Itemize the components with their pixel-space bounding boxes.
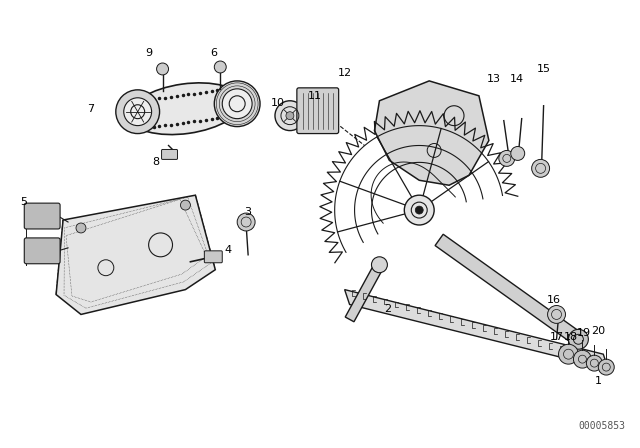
- FancyBboxPatch shape: [161, 150, 177, 159]
- Circle shape: [568, 329, 588, 349]
- Circle shape: [511, 146, 525, 160]
- FancyBboxPatch shape: [24, 238, 60, 264]
- Circle shape: [499, 151, 515, 166]
- Circle shape: [214, 81, 260, 127]
- Circle shape: [222, 89, 252, 119]
- FancyBboxPatch shape: [297, 88, 339, 134]
- Text: 5: 5: [20, 197, 27, 207]
- Circle shape: [116, 90, 159, 134]
- Circle shape: [586, 355, 602, 371]
- Text: 8: 8: [152, 157, 159, 168]
- Text: 20: 20: [591, 326, 605, 336]
- Text: 16: 16: [547, 294, 561, 305]
- Text: 17: 17: [550, 332, 564, 342]
- Circle shape: [532, 159, 550, 177]
- Text: 12: 12: [337, 68, 352, 78]
- FancyBboxPatch shape: [24, 203, 60, 229]
- Polygon shape: [345, 263, 384, 322]
- Circle shape: [237, 213, 255, 231]
- Ellipse shape: [286, 112, 294, 120]
- FancyBboxPatch shape: [204, 251, 222, 263]
- Polygon shape: [56, 195, 215, 314]
- Text: 10: 10: [271, 98, 285, 108]
- Circle shape: [548, 306, 566, 323]
- Polygon shape: [344, 289, 608, 369]
- Text: 18: 18: [563, 332, 577, 342]
- Text: 2: 2: [384, 305, 391, 314]
- Text: 4: 4: [225, 245, 232, 255]
- Text: 14: 14: [509, 74, 524, 84]
- Text: 9: 9: [145, 48, 152, 58]
- Text: 19: 19: [577, 328, 591, 338]
- Circle shape: [214, 61, 226, 73]
- Circle shape: [559, 344, 579, 364]
- Text: 11: 11: [308, 91, 322, 101]
- Circle shape: [371, 257, 387, 273]
- Text: 3: 3: [244, 207, 252, 217]
- Text: 15: 15: [536, 64, 550, 74]
- Circle shape: [76, 223, 86, 233]
- Text: 00005853: 00005853: [579, 421, 625, 431]
- Circle shape: [180, 200, 191, 210]
- Text: 6: 6: [210, 48, 217, 58]
- Polygon shape: [435, 234, 582, 345]
- Circle shape: [573, 350, 591, 368]
- Text: 7: 7: [88, 104, 95, 114]
- Circle shape: [415, 206, 423, 214]
- Text: 1: 1: [595, 376, 602, 386]
- Circle shape: [157, 63, 168, 75]
- Circle shape: [598, 359, 614, 375]
- Ellipse shape: [275, 101, 305, 130]
- Ellipse shape: [129, 83, 242, 134]
- Polygon shape: [374, 81, 489, 185]
- Circle shape: [124, 98, 152, 125]
- Text: 13: 13: [487, 74, 501, 84]
- Circle shape: [404, 195, 434, 225]
